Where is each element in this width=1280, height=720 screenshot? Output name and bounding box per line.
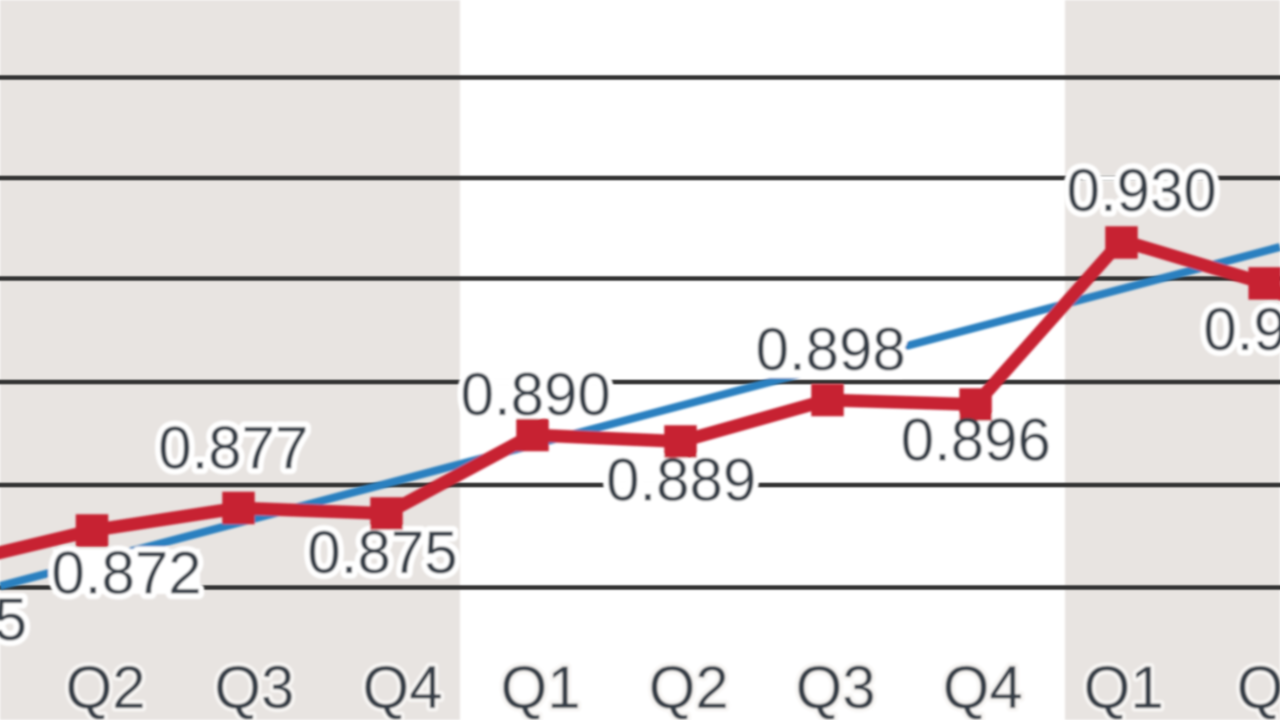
- svg-text:Q2: Q2: [1237, 654, 1280, 720]
- svg-text:0.930: 0.930: [1067, 157, 1217, 224]
- svg-text:0.877: 0.877: [158, 415, 308, 482]
- svg-text:Q3: Q3: [214, 654, 294, 720]
- svg-text:Q1: Q1: [1084, 654, 1164, 720]
- svg-text:0.898: 0.898: [756, 316, 906, 383]
- svg-text:Q4: Q4: [943, 654, 1023, 720]
- svg-text:0.865: 0.865: [0, 586, 27, 653]
- svg-text:0.890: 0.890: [461, 361, 611, 428]
- svg-text:Q2: Q2: [649, 654, 729, 720]
- svg-text:Q1: Q1: [1084, 654, 1164, 720]
- svg-text:0.875: 0.875: [307, 519, 457, 586]
- svg-text:Q1: Q1: [501, 654, 581, 720]
- svg-text:Q2: Q2: [649, 654, 729, 720]
- svg-text:0.930: 0.930: [1067, 157, 1217, 224]
- svg-text:0.920: 0.920: [1203, 296, 1280, 363]
- svg-text:Q3: Q3: [796, 654, 876, 720]
- svg-text:0.920: 0.920: [1203, 296, 1280, 363]
- svg-text:Q2: Q2: [66, 654, 146, 720]
- svg-text:Q2: Q2: [1237, 654, 1280, 720]
- svg-text:0.872: 0.872: [51, 540, 201, 607]
- svg-text:0.896: 0.896: [901, 407, 1051, 474]
- svg-text:0.877: 0.877: [158, 415, 308, 482]
- svg-text:0.875: 0.875: [307, 519, 457, 586]
- svg-text:0.890: 0.890: [461, 361, 611, 428]
- svg-text:Q3: Q3: [214, 654, 294, 720]
- svg-text:Q3: Q3: [796, 654, 876, 720]
- svg-text:0.896: 0.896: [901, 407, 1051, 474]
- svg-text:0.872: 0.872: [51, 540, 201, 607]
- svg-text:Q1: Q1: [501, 654, 581, 720]
- svg-text:0.889: 0.889: [606, 447, 756, 514]
- svg-text:Q2: Q2: [66, 654, 146, 720]
- svg-text:Q4: Q4: [362, 654, 442, 720]
- svg-text:Q4: Q4: [362, 654, 442, 720]
- svg-text:0.898: 0.898: [756, 316, 906, 383]
- svg-text:Q4: Q4: [943, 654, 1023, 720]
